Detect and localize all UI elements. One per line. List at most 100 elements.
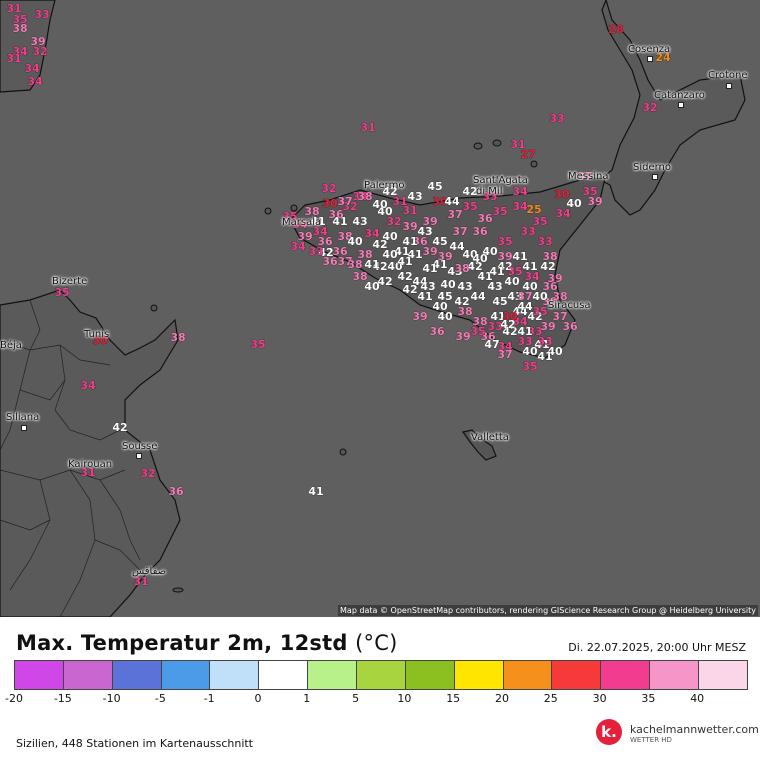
station-value[interactable]: 38 — [352, 270, 368, 284]
station-value[interactable]: 33 — [517, 335, 533, 349]
station-value[interactable]: 35 — [507, 265, 523, 279]
station-value[interactable]: 34 — [290, 240, 306, 254]
station-value[interactable]: 42 — [500, 318, 516, 332]
station-value[interactable]: 41 — [407, 248, 423, 262]
station-value[interactable]: 40 — [377, 205, 393, 219]
station-value[interactable]: 30 — [322, 197, 338, 211]
station-value[interactable]: 31 — [360, 121, 376, 135]
station-value[interactable]: 33 — [549, 112, 565, 126]
station-value[interactable]: 36 — [328, 208, 344, 222]
station-value[interactable]: 38 — [170, 331, 186, 345]
station-value[interactable]: 34 — [512, 200, 528, 214]
station-value[interactable]: 25 — [526, 203, 542, 217]
station-value[interactable]: 37 — [577, 170, 593, 184]
station-value[interactable]: 39 — [412, 310, 428, 324]
station-value[interactable]: 42 — [454, 295, 470, 309]
station-value[interactable]: 31 — [402, 204, 418, 218]
station-value[interactable]: 32 — [342, 200, 358, 214]
station-value[interactable]: 42 — [462, 185, 478, 199]
station-value[interactable]: 41 — [512, 250, 528, 264]
station-value[interactable]: 43 — [457, 280, 473, 294]
station-value[interactable]: 41 — [394, 245, 410, 259]
station-value[interactable]: 36 — [429, 325, 445, 339]
station-value[interactable]: 41 — [517, 325, 533, 339]
station-value[interactable]: 38 — [357, 248, 373, 262]
station-value[interactable]: 40 — [566, 197, 582, 211]
station-value[interactable]: 34 — [512, 315, 528, 329]
station-value[interactable]: 45 — [427, 180, 443, 194]
station-value[interactable]: 42 — [540, 260, 556, 274]
station-value[interactable]: 34 — [80, 379, 96, 393]
station-value[interactable]: 37 — [497, 348, 513, 362]
station-value[interactable]: 40 — [532, 290, 548, 304]
station-value[interactable]: 34 — [497, 340, 513, 354]
station-value[interactable]: 38 — [542, 250, 558, 264]
station-value[interactable]: 42 — [377, 275, 393, 289]
station-value[interactable]: 32 — [386, 215, 402, 229]
station-value[interactable]: 31 — [392, 195, 408, 209]
station-value[interactable]: 42 — [372, 260, 388, 274]
station-value[interactable]: 34 — [312, 225, 328, 239]
station-value[interactable]: 42 — [372, 238, 388, 252]
station-value[interactable]: 33 — [487, 320, 503, 334]
station-value[interactable]: 44 — [470, 290, 486, 304]
station-value[interactable]: 35 — [582, 185, 598, 199]
station-value[interactable]: 40 — [437, 310, 453, 324]
station-value[interactable]: 30 — [554, 188, 570, 202]
station-value[interactable]: 43 — [417, 225, 433, 239]
station-value[interactable]: 40 — [432, 300, 448, 314]
station-value[interactable]: 39 — [422, 215, 438, 229]
station-value[interactable]: 39 — [540, 320, 556, 334]
station-value[interactable]: 36 — [412, 235, 428, 249]
station-value[interactable]: 40 — [482, 245, 498, 259]
station-value[interactable]: 35 — [250, 338, 266, 352]
station-value[interactable]: 41 — [402, 235, 418, 249]
station-value[interactable]: 30 — [92, 334, 108, 348]
station-value[interactable]: 38 — [337, 230, 353, 244]
station-value[interactable]: 39 — [542, 295, 558, 309]
station-value[interactable]: 37 — [552, 310, 568, 324]
station-value[interactable]: 36 — [562, 320, 578, 334]
station-value[interactable]: 31 — [133, 575, 149, 589]
station-value[interactable]: 43 — [487, 280, 503, 294]
station-value[interactable]: 41 — [534, 338, 550, 352]
station-value[interactable]: 41 — [417, 290, 433, 304]
station-value[interactable]: 43 — [420, 280, 436, 294]
station-value[interactable]: 32 — [321, 182, 337, 196]
station-value[interactable]: 33 — [34, 8, 50, 22]
station-value[interactable]: 43 — [507, 290, 523, 304]
station-value[interactable]: 39 — [402, 220, 418, 234]
station-value[interactable]: 33 — [537, 335, 553, 349]
weather-map[interactable]: 28 24 32 33 31 27 31 32 37 39 40 34 34 35 30 38 35 42 34 32… — [0, 0, 760, 617]
station-value[interactable]: 43 — [447, 265, 463, 279]
station-value[interactable]: 36 — [317, 235, 333, 249]
station-value[interactable]: 35 — [12, 13, 28, 27]
station-value[interactable]: 34 — [24, 62, 40, 76]
station-value[interactable]: 40 — [472, 252, 488, 266]
station-value[interactable]: 42 — [502, 325, 518, 339]
station-value[interactable]: 47 — [484, 338, 500, 352]
station-value[interactable]: 34 — [292, 218, 308, 232]
station-value[interactable]: 35 — [282, 210, 298, 224]
station-value[interactable]: 41 — [397, 255, 413, 269]
station-value[interactable]: 40 — [522, 345, 538, 359]
station-value[interactable]: 40 — [382, 248, 398, 262]
station-value[interactable]: 34 — [12, 45, 28, 59]
station-value[interactable]: 30 — [432, 195, 448, 209]
station-value[interactable]: 43 — [352, 215, 368, 229]
station-value[interactable]: 35 — [54, 286, 70, 300]
station-value[interactable]: 41 — [310, 215, 326, 229]
station-value[interactable]: 31 — [510, 138, 526, 152]
station-value[interactable]: 31 — [6, 2, 22, 16]
station-value[interactable]: 38 — [454, 262, 470, 276]
station-value[interactable]: 33 — [482, 190, 498, 204]
station-value[interactable]: 36 — [168, 485, 184, 499]
station-value[interactable]: 38 — [357, 190, 373, 204]
station-value[interactable]: 38 — [457, 305, 473, 319]
station-value[interactable]: 31 — [80, 466, 96, 480]
station-value[interactable]: 45 — [432, 235, 448, 249]
station-value[interactable]: 32 — [140, 467, 156, 481]
station-value[interactable]: 34 — [524, 270, 540, 284]
station-value[interactable]: 42 — [318, 246, 334, 260]
station-value[interactable]: 40 — [372, 198, 388, 212]
